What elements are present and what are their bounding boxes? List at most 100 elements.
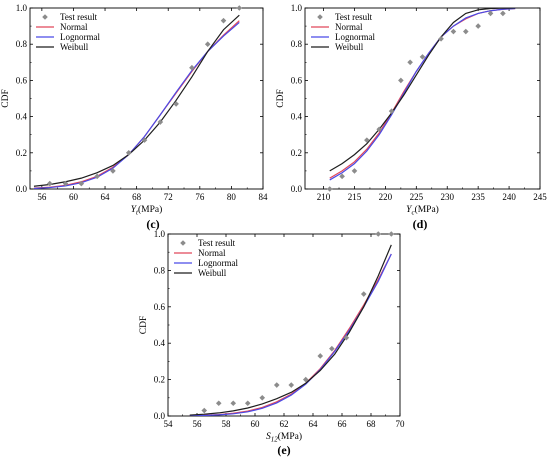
data-point-test-result bbox=[46, 180, 53, 187]
series-line-lognormal bbox=[329, 8, 516, 181]
y-tick-label: 0.8 bbox=[291, 39, 303, 49]
y-tick-label: 0.4 bbox=[16, 112, 28, 122]
x-axis-label-subscript: 12 bbox=[271, 436, 279, 444]
data-point-test-result bbox=[94, 173, 100, 180]
y-tick-label: 0.4 bbox=[154, 338, 166, 348]
data-point-test-result bbox=[273, 382, 280, 388]
series-line-weibull bbox=[329, 8, 516, 172]
legend-label-normal: Normal bbox=[198, 248, 226, 258]
x-tick-label: 210 bbox=[317, 192, 331, 202]
y-tick-label: 0.2 bbox=[154, 375, 165, 385]
y-tick-label: 0.6 bbox=[16, 75, 28, 85]
x-axis-label: Yc(MPa) bbox=[406, 204, 439, 217]
x-tick-label: 54 bbox=[164, 419, 174, 429]
data-point-test-result bbox=[364, 137, 370, 143]
data-point-test-result bbox=[475, 23, 481, 29]
data-point-test-result bbox=[220, 17, 227, 24]
data-point-test-result bbox=[204, 41, 211, 47]
panel-label: (c) bbox=[146, 217, 159, 231]
series-line-lognormal bbox=[189, 253, 392, 416]
y-tick-label: 0.2 bbox=[291, 148, 302, 158]
x-axis-label: S12(MPa) bbox=[266, 431, 302, 444]
data-point-test-result bbox=[236, 5, 243, 11]
y-tick-label: 0.4 bbox=[291, 112, 303, 122]
legend-label-test-result: Test result bbox=[198, 238, 236, 248]
legend-label-normal: Normal bbox=[335, 22, 363, 32]
chart-panel-c: 56 60 64 68 72 76 80 840.00.20.40.60.81.0CDFYt(… bbox=[1, 3, 268, 231]
x-axis-label-symbol: S bbox=[266, 432, 271, 442]
x-tick-label: 66 bbox=[338, 419, 348, 429]
x-tick-label: 60 bbox=[69, 192, 79, 202]
data-point-test-result bbox=[230, 400, 237, 407]
y-axis-label: CDF bbox=[1, 89, 11, 107]
y-tick-label: 1.0 bbox=[154, 229, 166, 239]
x-axis-label-unit: (MPa) bbox=[138, 204, 162, 215]
y-tick-label: 0.6 bbox=[154, 302, 166, 312]
x-axis-label-subscript: c bbox=[411, 209, 415, 217]
data-point-test-result bbox=[487, 10, 494, 17]
data-point-test-result bbox=[173, 101, 179, 107]
data-point-test-result bbox=[317, 353, 324, 359]
data-point-test-result bbox=[259, 395, 266, 401]
data-point-test-result bbox=[351, 168, 358, 174]
x-tick-label: 62 bbox=[280, 419, 289, 429]
x-tick-label: 76 bbox=[195, 192, 205, 202]
legend-label-lognormal: Lognormal bbox=[198, 258, 238, 268]
legend-marker-test-result bbox=[180, 240, 186, 246]
x-tick-label: 56 bbox=[193, 419, 203, 429]
legend-label-test-result: Test result bbox=[335, 12, 373, 22]
data-point-test-result bbox=[339, 173, 345, 180]
legend-marker-test-result bbox=[42, 14, 48, 20]
data-point-test-result bbox=[189, 64, 195, 71]
data-point-test-result bbox=[288, 382, 295, 388]
y-tick-label: 0.2 bbox=[16, 148, 27, 158]
x-tick-label: 60 bbox=[251, 419, 261, 429]
legend-label-test-result: Test result bbox=[60, 12, 98, 22]
x-tick-label: 235 bbox=[471, 192, 485, 202]
x-tick-label: 80 bbox=[227, 192, 237, 202]
data-point-test-result bbox=[376, 126, 383, 133]
x-axis-label-subscript: t bbox=[136, 209, 139, 217]
y-tick-label: 0.0 bbox=[291, 184, 303, 194]
chart-panel-e: 54 56 58 60 62 64 66 68 70 0.0 0.2 0.4 0.6 0.8 1.0 CDF S… bbox=[139, 229, 405, 457]
data-point-test-result bbox=[419, 54, 426, 60]
y-tick-label: 0.8 bbox=[16, 39, 28, 49]
data-point-test-result bbox=[500, 10, 506, 17]
data-point-test-result bbox=[110, 168, 116, 174]
data-point-test-result bbox=[388, 108, 395, 114]
x-tick-label: 245 bbox=[533, 192, 547, 202]
data-point-test-result bbox=[141, 137, 148, 143]
y-tick-label: 1.0 bbox=[16, 3, 28, 13]
data-point-test-result bbox=[157, 119, 164, 125]
data-point-test-result bbox=[450, 28, 457, 35]
x-tick-label: 70 bbox=[396, 419, 406, 429]
series-line-normal bbox=[189, 253, 392, 416]
legend-marker-test-result bbox=[317, 14, 323, 20]
series-line-weibull bbox=[189, 244, 392, 416]
y-tick-label: 1.0 bbox=[291, 3, 303, 13]
legend-label-weibull: Weibull bbox=[60, 42, 89, 52]
x-tick-label: 240 bbox=[502, 192, 516, 202]
y-tick-label: 0.6 bbox=[291, 75, 303, 85]
x-tick-label: 230 bbox=[440, 192, 454, 202]
panel-label: (d) bbox=[413, 217, 428, 231]
data-point-test-result bbox=[62, 180, 69, 187]
data-point-test-result bbox=[438, 35, 444, 42]
data-point-test-result bbox=[215, 400, 222, 407]
panel-label: (e) bbox=[277, 443, 290, 457]
legend-label-weibull: Weibull bbox=[198, 268, 227, 278]
x-tick-label: 68 bbox=[132, 192, 142, 202]
data-point-test-result bbox=[398, 77, 404, 84]
x-axis-label-unit: (MPa) bbox=[278, 431, 302, 442]
y-tick-label: 0.0 bbox=[16, 184, 28, 194]
y-tick-label: 0.0 bbox=[154, 411, 166, 421]
data-point-test-result bbox=[375, 231, 382, 237]
series-line-weibull bbox=[33, 14, 240, 187]
x-tick-label: 56 bbox=[37, 192, 47, 202]
x-axis-label-symbol: Y bbox=[406, 205, 413, 215]
data-point-test-result bbox=[360, 291, 367, 297]
x-tick-label: 64 bbox=[309, 419, 319, 429]
x-axis-label-unit: (MPa) bbox=[415, 204, 439, 215]
x-axis-label: Yt(MPa) bbox=[131, 204, 163, 217]
